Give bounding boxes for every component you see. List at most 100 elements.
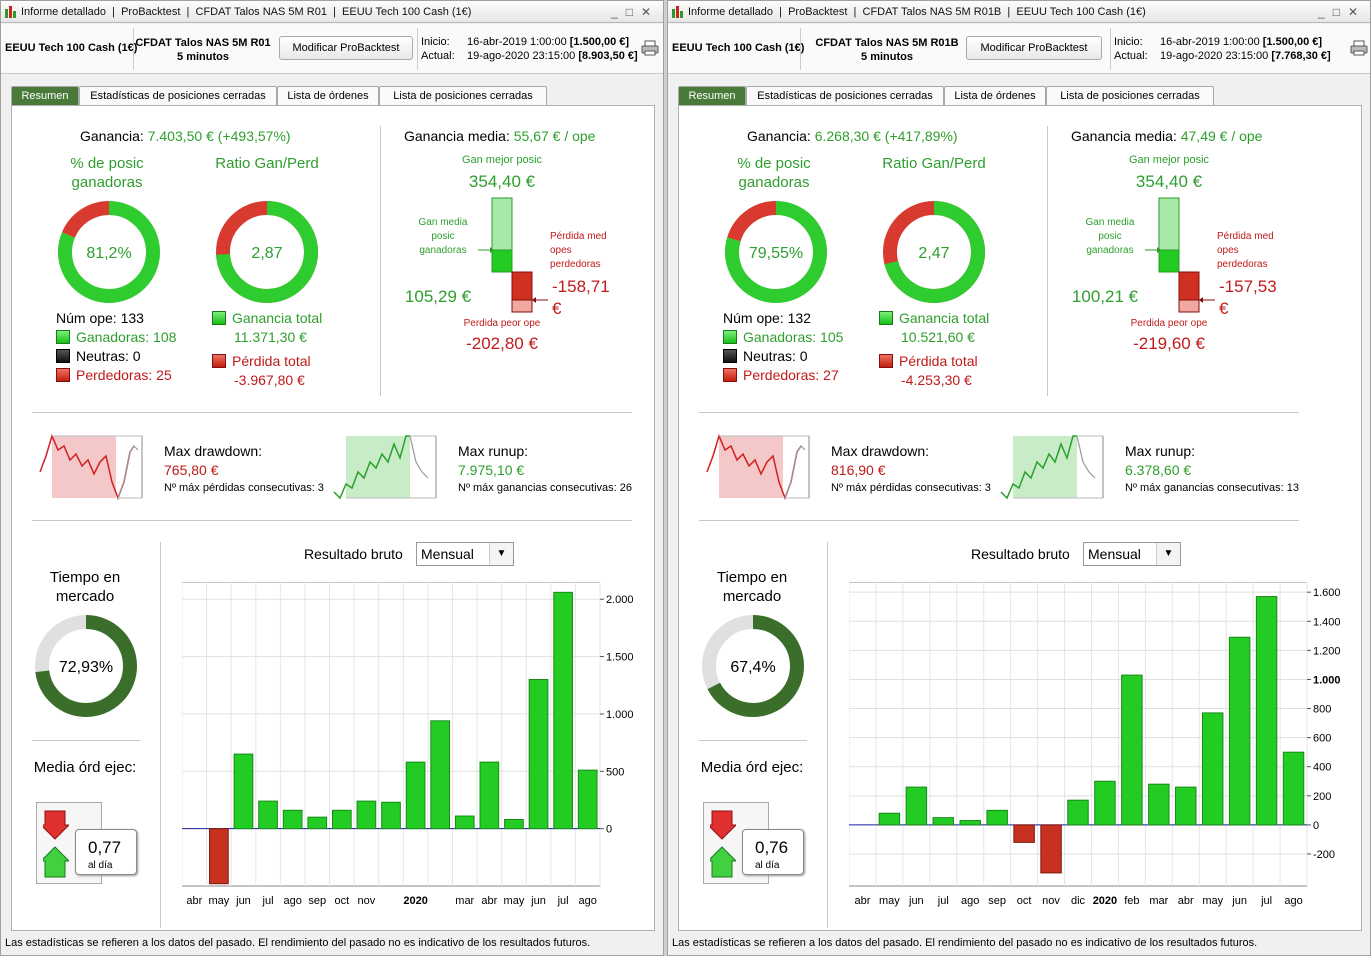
time-market-title: Tiempo en mercado <box>49 569 121 605</box>
total-gain-value: 11.371,30 € <box>234 329 307 345</box>
summary-panel: Ganancia: 7.403,50 € (+493,57%) % de pos… <box>11 105 655 931</box>
winners-count: Ganadoras: 105 <box>723 329 843 345</box>
losers-swatch <box>723 368 737 382</box>
runup-sparkline <box>1000 435 1104 500</box>
orders-value: 0,77 <box>88 838 122 857</box>
y-tick-label: 800 <box>1313 704 1331 716</box>
x-tick-label: ago <box>579 895 597 907</box>
close-icon[interactable]: ✕ <box>1347 5 1366 19</box>
time-market-donut: 67,4% <box>702 615 804 717</box>
summary-panel: Ganancia: 6.268,30 € (+417,89%) % de pos… <box>678 105 1362 931</box>
drawdown-label: Max drawdown: <box>164 443 263 459</box>
chart-bar <box>454 815 475 830</box>
runup-label: Max runup: <box>1125 443 1196 459</box>
x-tick-label: abr <box>1178 895 1194 907</box>
orders-card: 0,77 al día <box>36 802 137 884</box>
neutral-swatch <box>723 349 737 363</box>
x-tick-label: abr <box>481 895 497 907</box>
x-tick-label: abr <box>186 895 202 907</box>
tab-closed-position-list[interactable]: Lista de posiciones cerradas <box>379 86 547 106</box>
minimize-icon[interactable]: _ <box>1318 5 1333 19</box>
tab-resumen[interactable]: Resumen <box>678 86 746 106</box>
title-text: Informe detallado | ProBacktest | CFDAT … <box>688 6 1146 18</box>
avg-gain-value: 55,67 € / ope <box>513 128 596 144</box>
x-tick-label: may <box>1202 895 1223 907</box>
strategy-name: CFDAT Talos NAS 5M R01B <box>815 37 959 49</box>
printer-icon[interactable] <box>1350 40 1368 56</box>
modify-probacktest-button[interactable]: Modificar ProBacktest <box>966 36 1102 60</box>
up-down-arrows-icon <box>43 810 69 878</box>
start-capital: [1.500,00 €] <box>569 36 630 48</box>
title-bar: Informe detallado | ProBacktest | CFDAT … <box>668 1 1370 23</box>
chart-bar <box>405 761 426 830</box>
y-tick-label: 1.400 <box>1313 616 1341 628</box>
gain-value: 7.403,50 € (+493,57%) <box>147 128 291 144</box>
x-tick-label: oct <box>334 895 349 907</box>
close-icon[interactable]: ✕ <box>640 5 659 19</box>
tab-closed-position-stats[interactable]: Estadísticas de posiciones cerradas <box>746 86 944 106</box>
period-select[interactable]: Mensual ▼ <box>416 542 514 566</box>
y-tick-label: 200 <box>1313 791 1331 803</box>
tab-closed-position-list[interactable]: Lista de posiciones cerradas <box>1046 86 1214 106</box>
avg-win-label: Gan media posic ganadoras <box>1085 217 1135 256</box>
max-losses: Nº máx pérdidas consecutivas: 3 <box>164 482 324 494</box>
chart-bar <box>258 800 278 830</box>
tab-order-list[interactable]: Lista de órdenes <box>277 86 379 106</box>
y-tick-label: 500 <box>606 766 624 778</box>
avg-win-value: 105,29 € <box>404 287 472 306</box>
x-tick-label: ago <box>961 895 979 907</box>
x-tick-label: nov <box>358 895 376 907</box>
y-tick-label: 1.000 <box>606 709 634 721</box>
timeframe: 5 minutos <box>861 51 913 63</box>
chart-bar <box>479 761 500 830</box>
win-pct-donut: 81,2% <box>58 201 160 303</box>
y-tick-label: 2.000 <box>606 594 634 606</box>
x-tick-label: mar <box>1149 895 1168 907</box>
neutral-count: Neutras: 0 <box>723 348 808 364</box>
x-tick-label: may <box>504 895 525 907</box>
tab-resumen[interactable]: Resumen <box>11 86 79 106</box>
win-pct-value: 81,2% <box>86 245 131 262</box>
chart-bar <box>959 820 981 826</box>
y-tick-label: 600 <box>1313 733 1331 745</box>
chart-bar <box>1228 636 1251 826</box>
y-tick-label: 1.000 <box>1313 674 1341 686</box>
period-select[interactable]: Mensual ▼ <box>1083 542 1181 566</box>
total-loss-label: Pérdida total <box>212 353 311 369</box>
chart-bar <box>1094 780 1116 826</box>
winners-swatch <box>56 330 70 344</box>
avg-loss-value: -158,71 € <box>552 277 610 318</box>
drawdown-label: Max drawdown: <box>831 443 930 459</box>
x-tick-label: 2020 <box>1093 895 1117 907</box>
orders-unit: al día <box>88 860 113 871</box>
title-bar: Informe detallado | ProBacktest | CFDAT … <box>1 1 663 23</box>
time-market-value: 67,4% <box>730 659 775 676</box>
info-bar: EEUU Tech 100 Cash (1€) CFDAT Talos NAS … <box>668 24 1370 74</box>
current-date: 19-ago-2020 23:15:00 <box>467 50 576 62</box>
chart-bar <box>528 679 549 830</box>
strategy-info: CFDAT Talos NAS 5M R01B 5 minutos <box>812 36 962 64</box>
y-tick-label: 1.500 <box>606 652 634 664</box>
win-pct-value: 79,55% <box>749 245 803 262</box>
avg-win-label: Gan media posic ganadoras <box>418 217 468 256</box>
best-value: 354,40 € <box>1135 172 1203 191</box>
total-loss-label: Pérdida total <box>879 353 978 369</box>
modify-probacktest-button[interactable]: Modificar ProBacktest <box>279 36 413 60</box>
chevron-down-icon[interactable]: ▼ <box>1156 543 1180 565</box>
x-tick-label: jul <box>937 895 949 907</box>
instrument-name: EEUU Tech 100 Cash (1€) <box>5 42 138 54</box>
max-gains: Nº máx ganancias consecutivas: 26 <box>458 482 632 494</box>
drawdown-value: 816,90 € <box>831 462 886 478</box>
x-tick-label: mar <box>455 895 474 907</box>
orders-value-box: 0,76 al día <box>742 829 804 875</box>
x-tick-label: abr <box>855 895 871 907</box>
printer-icon[interactable] <box>641 40 659 56</box>
minimize-icon[interactable]: _ <box>611 5 626 19</box>
maximize-icon[interactable]: □ <box>1332 5 1348 19</box>
tab-order-list[interactable]: Lista de órdenes <box>944 86 1046 106</box>
runup-value: 6.378,60 € <box>1125 462 1192 478</box>
chevron-down-icon[interactable]: ▼ <box>489 543 513 565</box>
y-tick-label: 1.600 <box>1313 587 1341 599</box>
maximize-icon[interactable]: □ <box>625 5 641 19</box>
tab-closed-position-stats[interactable]: Estadísticas de posiciones cerradas <box>79 86 277 106</box>
